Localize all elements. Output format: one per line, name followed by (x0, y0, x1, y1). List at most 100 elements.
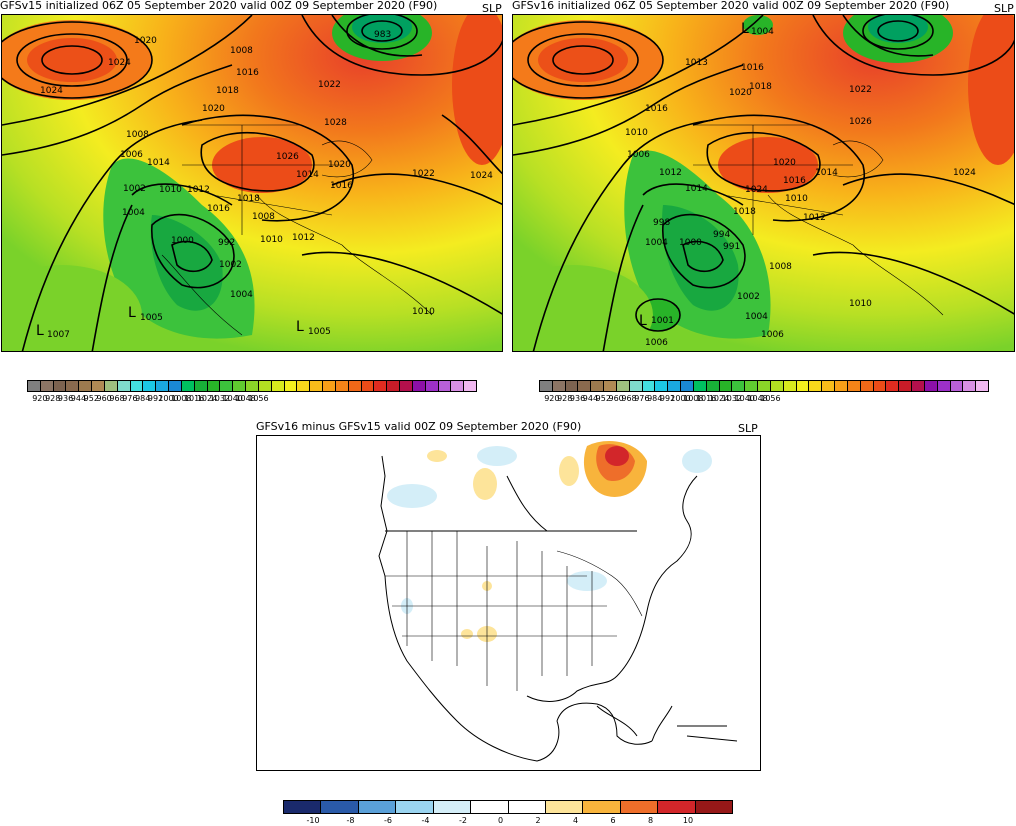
contour-label: 1016 (741, 63, 764, 73)
colorbar-tick-label: 952 (595, 394, 611, 403)
contour-label: 1018 (216, 86, 239, 96)
contour-label: 1005 (308, 327, 331, 337)
colorbar-swatch (604, 381, 617, 391)
colorbar-tick-label: 1008 (683, 394, 704, 403)
colorbar-tick-label: 0 (497, 816, 504, 825)
colorbar-swatch (937, 381, 951, 391)
contour-label: 1024 (108, 58, 131, 68)
colorbar-swatch (847, 381, 861, 391)
contour-label: 1004 (230, 290, 253, 300)
colorbar-swatch (323, 381, 336, 391)
colorbar-swatch (181, 381, 195, 391)
colorbar-tick-label: 1032 (209, 394, 231, 403)
colorbar-cells (283, 800, 733, 814)
contour-label: 1018 (749, 82, 772, 92)
colorbar-swatch (92, 381, 105, 391)
colorbar-tick-label: 936 (569, 394, 586, 403)
colorbar-swatch (143, 381, 157, 391)
colorbar-tick-label: 1056 (248, 394, 269, 403)
contour-label: 1002 (123, 184, 146, 194)
contour-label: 1012 (292, 233, 315, 243)
colorbar-swatch (963, 381, 977, 391)
contour-label: 1002 (219, 260, 242, 270)
colorbar-tick-label: 968 (109, 394, 125, 403)
colorbar-swatch (321, 801, 359, 813)
colorbar-swatch (899, 381, 913, 391)
colorbar-swatch (220, 381, 234, 391)
left-panel-title: GFSv15 initialized 06Z 05 September 2020… (0, 0, 438, 12)
contour-label: 994 (713, 230, 730, 240)
colorbar-tick-label: 1000 (158, 394, 179, 403)
colorbar-tick-label: -2 (459, 816, 467, 825)
colorbar-tick-label: 992 (147, 394, 164, 403)
diff-slp-map (256, 435, 761, 771)
colorbar-tick-label: -10 (306, 816, 320, 825)
colorbar-labels: -10 -8 -6 -4 -2 0 2 4 6 8 10 (283, 814, 733, 826)
colorbar-swatch (310, 381, 324, 391)
colorbar-tick-label: -4 (421, 816, 430, 825)
colorbar-swatch (552, 381, 566, 391)
colorbar-swatch (348, 381, 362, 391)
colorbar-swatch (433, 801, 472, 813)
colorbar-tick-label: 1048 (235, 394, 256, 403)
colorbar-swatch (471, 801, 509, 813)
contour-label: 1010 (412, 307, 435, 317)
contour-label: 1010 (849, 299, 872, 309)
colorbar-swatch (565, 381, 579, 391)
contour-label: 1016 (236, 68, 259, 78)
colorbar-swatch (796, 381, 810, 391)
colorbar-swatch (668, 381, 682, 391)
colorbar-swatch (770, 381, 784, 391)
colorbar-tick-label: 1048 (747, 394, 768, 403)
contour-label: 1006 (120, 150, 143, 160)
contour-label: 1010 (625, 128, 648, 138)
colorbar-tick-label: 920 (32, 394, 48, 403)
contour-label: 1024 (745, 185, 768, 195)
contour-label: 1018 (237, 194, 260, 204)
colorbar-swatch (284, 801, 322, 813)
contour-label: 1000 (679, 238, 702, 248)
contour-label: 1020 (729, 88, 752, 98)
colorbar-swatch (271, 381, 285, 391)
colorbar-tick-label: 928 (557, 394, 573, 403)
low-pressure-label: L (741, 21, 749, 37)
contour-label: 998 (653, 218, 670, 228)
contour-label: 1010 (260, 235, 283, 245)
contour-label: 1020 (134, 36, 157, 46)
colorbar-swatch (642, 381, 656, 391)
contour-label: 1008 (252, 212, 275, 222)
colorbar-tick-label: 1032 (721, 394, 743, 403)
colorbar-tick-label: 960 (96, 394, 112, 403)
colorbar-swatch (79, 381, 93, 391)
colorbar-swatch (693, 381, 707, 391)
contour-label: 1008 (126, 130, 149, 140)
low-pressure-label: L (128, 305, 136, 321)
contour-label: 1010 (785, 194, 808, 204)
colorbar-swatch (783, 381, 797, 391)
contour-label: 992 (218, 238, 235, 248)
colorbar-swatch (451, 381, 465, 391)
contour-label: 1006 (627, 150, 650, 160)
contour-label: 1016 (330, 181, 353, 191)
colorbar-swatch (583, 801, 621, 813)
colorbar-swatch (950, 381, 964, 391)
colorbar-swatch (809, 381, 823, 391)
colorbar-swatch (117, 381, 131, 391)
right-panel-title: GFSv16 initialized 06Z 05 September 2020… (512, 0, 950, 12)
colorbar-tick-label: 944 (70, 394, 87, 403)
colorbar-swatch (873, 381, 887, 391)
contour-label: 1026 (276, 152, 299, 162)
left-slp-map: 1020 1024 1008 1016 1018 1020 983 1022 1… (1, 14, 503, 352)
colorbar-tick-label: 1016 (183, 394, 205, 403)
contour-label: 1022 (318, 80, 341, 90)
colorbar-tick-label: 10 (682, 816, 694, 825)
colorbar-tick-label: 984 (647, 394, 663, 403)
contour-label: 1006 (645, 338, 668, 348)
contour-label: 1018 (733, 207, 756, 217)
diff-colorbar: -10 -8 -6 -4 -2 0 2 4 6 8 10 (283, 800, 733, 826)
colorbar-tick-label: 1000 (670, 394, 691, 403)
colorbar-swatch (758, 381, 771, 391)
colorbar-swatch (976, 381, 988, 391)
colorbar-tick-label: 992 (659, 394, 676, 403)
colorbar-tick-label: 1040 (734, 394, 755, 403)
